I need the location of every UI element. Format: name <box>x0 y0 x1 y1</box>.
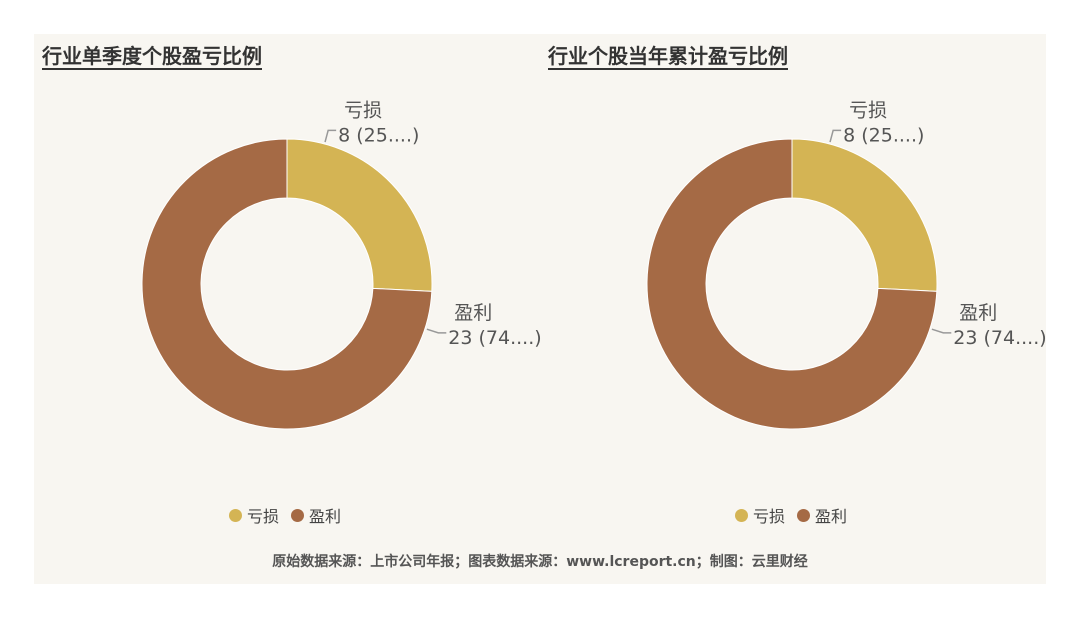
legend-item-profit[interactable]: 盈利 <box>291 503 341 527</box>
source-footer: 原始数据来源：上市公司年报；图表数据来源：www.lcreport.cn；制图：… <box>272 554 808 570</box>
donut-chart: 亏损 8 (25....) 盈利 23 (74....) <box>646 99 1047 430</box>
legend-marker <box>291 508 305 522</box>
legend-marker <box>735 508 748 522</box>
legend-label: 盈利 <box>815 507 848 526</box>
slice-category-label: 亏损 <box>849 99 887 121</box>
slice-category-label: 亏损 <box>344 99 382 121</box>
slice-category-label: 盈利 <box>454 302 492 324</box>
slice-value-label: 8 (25....) <box>843 124 924 146</box>
chart-legend: 亏损 盈利 <box>735 503 859 527</box>
donut-slice-loss[interactable] <box>286 138 433 292</box>
slice-value-label: 8 (25....) <box>338 124 419 146</box>
donut-slice-profit[interactable] <box>141 138 433 430</box>
slice-value-label: 23 (74....) <box>953 327 1046 349</box>
legend-item-loss[interactable]: 亏损 <box>735 503 785 527</box>
donut-slice-profit[interactable] <box>646 138 938 430</box>
legend-marker <box>229 508 242 522</box>
label-leader-line <box>426 328 447 334</box>
legend-marker <box>797 508 811 522</box>
label-leader-line <box>324 129 337 143</box>
legend-item-loss[interactable]: 亏损 <box>229 503 279 527</box>
legend-item-profit[interactable]: 盈利 <box>797 503 847 527</box>
chart-title: 行业个股当年累计盈亏比例 <box>548 44 788 68</box>
label-leader-line <box>931 328 952 334</box>
donut-slice-loss[interactable] <box>791 138 938 292</box>
slice-category-label: 盈利 <box>959 302 997 324</box>
donut-chart: 亏损 8 (25....) 盈利 23 (74....) <box>141 99 542 430</box>
chart-title: 行业单季度个股盈亏比例 <box>42 44 262 68</box>
label-leader-line <box>829 129 842 143</box>
legend-label: 亏损 <box>247 507 280 526</box>
chart-legend: 亏损 盈利 <box>229 503 353 527</box>
slice-value-label: 23 (74....) <box>448 327 541 349</box>
legend-label: 亏损 <box>753 507 786 526</box>
legend-label: 盈利 <box>309 507 342 526</box>
